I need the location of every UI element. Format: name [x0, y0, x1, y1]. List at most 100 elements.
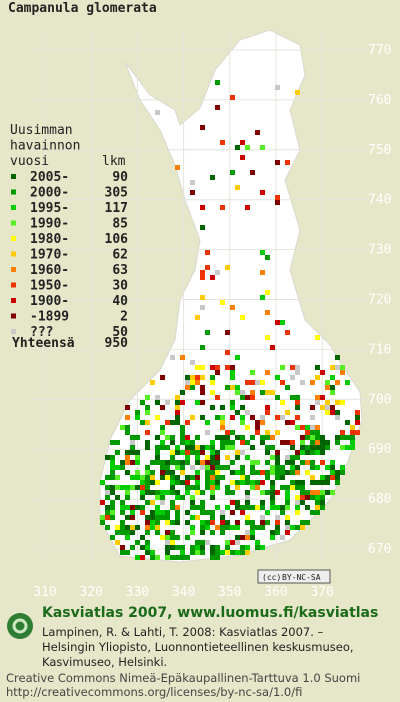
observation-square: [315, 335, 320, 340]
observation-square: [110, 470, 115, 475]
observation-square: [205, 420, 210, 425]
observation-square: [205, 475, 210, 480]
observation-square: [270, 500, 275, 505]
observation-square: [225, 455, 230, 460]
observation-square: [185, 440, 190, 445]
observation-square: [215, 365, 220, 370]
observation-square: [285, 485, 290, 490]
observation-square: [160, 445, 165, 450]
observation-square: [320, 405, 325, 410]
observation-square: [270, 535, 275, 540]
observation-square: [200, 390, 205, 395]
observation-square: [155, 490, 160, 495]
observation-square: [250, 480, 255, 485]
observation-square: [320, 500, 325, 505]
observation-square: [270, 495, 275, 500]
observation-square: [230, 370, 235, 375]
observation-square: [295, 370, 300, 375]
observation-square: [135, 415, 140, 420]
legend-swatch: [11, 174, 16, 179]
observation-square: [155, 110, 160, 115]
observation-square: [310, 480, 315, 485]
observation-square: [300, 480, 305, 485]
observation-square: [130, 525, 135, 530]
observation-square: [170, 450, 175, 455]
observation-square: [315, 480, 320, 485]
observation-square: [185, 435, 190, 440]
observation-square: [330, 365, 335, 370]
observation-square: [300, 490, 305, 495]
observation-square: [105, 490, 110, 495]
observation-square: [260, 505, 265, 510]
observation-square: [270, 490, 275, 495]
observation-square: [240, 470, 245, 475]
observation-square: [240, 545, 245, 550]
legend-swatch: [11, 329, 16, 334]
observation-square: [200, 345, 205, 350]
observation-square: [200, 270, 205, 275]
observation-square: [210, 455, 215, 460]
observation-square: [130, 515, 135, 520]
observation-square: [260, 470, 265, 475]
badge-box: [257, 569, 331, 584]
observation-square: [320, 450, 325, 455]
observation-square: [190, 505, 195, 510]
observation-square: [330, 405, 335, 410]
observation-square: [205, 455, 210, 460]
observation-square: [275, 375, 280, 380]
observation-square: [265, 410, 270, 415]
observation-square: [260, 415, 265, 420]
observation-square: [250, 505, 255, 510]
observation-square: [280, 365, 285, 370]
observation-square: [155, 480, 160, 485]
observation-square: [290, 470, 295, 475]
legend-label: 1960-: [30, 263, 69, 278]
observation-square: [280, 380, 285, 385]
observation-square: [275, 160, 280, 165]
observation-square: [160, 440, 165, 445]
observation-square: [315, 465, 320, 470]
observation-square: [250, 380, 255, 385]
observation-square: [120, 520, 125, 525]
observation-square: [355, 430, 360, 435]
observation-square: [310, 490, 315, 495]
observation-square: [275, 395, 280, 400]
observation-square: [235, 410, 240, 415]
observation-square: [165, 535, 170, 540]
observation-square: [170, 540, 175, 545]
observation-square: [170, 485, 175, 490]
observation-square: [215, 485, 220, 490]
observation-square: [210, 480, 215, 485]
observation-square: [175, 510, 180, 515]
observation-square: [205, 460, 210, 465]
observation-square: [175, 395, 180, 400]
observation-square: [185, 520, 190, 525]
observation-square: [170, 475, 175, 480]
observation-square: [230, 550, 235, 555]
observation-square: [175, 545, 180, 550]
observation-square: [340, 370, 345, 375]
observation-square: [270, 530, 275, 535]
x-axis-label: 310: [33, 585, 56, 600]
observation-square: [275, 85, 280, 90]
observation-square: [200, 525, 205, 530]
observation-square: [275, 470, 280, 475]
observation-square: [110, 505, 115, 510]
observation-square: [110, 465, 115, 470]
observation-square: [170, 435, 175, 440]
observation-square: [105, 485, 110, 490]
logo-circle: [7, 613, 33, 639]
observation-square: [235, 145, 240, 150]
observation-square: [120, 465, 125, 470]
observation-square: [350, 435, 355, 440]
observation-square: [135, 555, 140, 560]
observation-square: [115, 485, 120, 490]
observation-square: [235, 535, 240, 540]
observation-square: [315, 510, 320, 515]
observation-square: [230, 480, 235, 485]
observation-square: [210, 405, 215, 410]
observation-square: [245, 505, 250, 510]
observation-square: [215, 480, 220, 485]
observation-square: [340, 400, 345, 405]
observation-square: [235, 525, 240, 530]
